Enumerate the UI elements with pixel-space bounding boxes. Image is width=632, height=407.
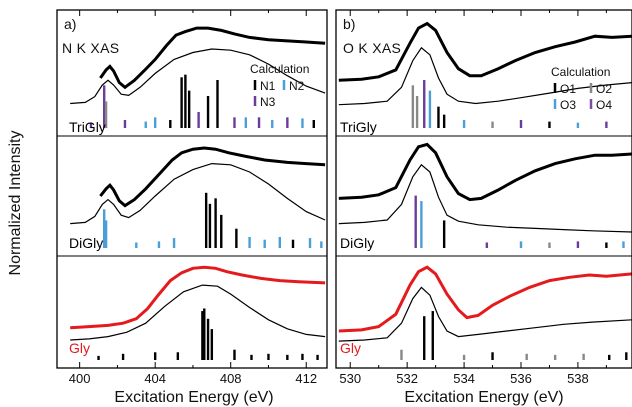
panel-a: TriGly DiGly Gly 400 404 408 412 a) N K XAS Ex… bbox=[56, 9, 328, 406]
x-tick-label: 538 bbox=[567, 371, 589, 386]
panel-b-legend-title: Calculation bbox=[551, 65, 610, 79]
legend-label-o1: O1 bbox=[560, 82, 576, 96]
row-label-gly: Gly bbox=[69, 340, 90, 356]
panel-a-plot-area: TriGly DiGly Gly 400 404 408 412 bbox=[56, 9, 328, 386]
panel-b-title: O K XAS bbox=[343, 40, 401, 56]
panel-b-frame bbox=[335, 9, 632, 369]
calc-curve bbox=[70, 284, 326, 341]
row-label-gly: Gly bbox=[340, 340, 361, 356]
legend-label-o2: O2 bbox=[596, 82, 612, 96]
x-tick-label: 408 bbox=[220, 371, 242, 386]
exp-curve bbox=[70, 265, 326, 330]
calc-curve bbox=[338, 163, 632, 233]
panel-a-traces bbox=[70, 26, 326, 360]
panel-a-frame bbox=[56, 9, 328, 369]
panel-a-letter: a) bbox=[64, 16, 76, 32]
legend-label-n2: N2 bbox=[289, 79, 305, 93]
exp-curve bbox=[99, 26, 326, 90]
panel-b-legend: Calculation O1 O2 O3 O4 bbox=[551, 65, 612, 112]
legend-label-n3: N3 bbox=[260, 95, 276, 109]
y-axis-label: Normalized Intensity bbox=[7, 131, 24, 276]
panel-a-legend: Calculation N1 N2 N3 bbox=[250, 62, 309, 109]
panel-b-traces bbox=[338, 21, 632, 360]
x-tick-label: 412 bbox=[295, 371, 317, 386]
x-tick-label: 400 bbox=[69, 371, 91, 386]
row-label-trigly: TriGly bbox=[69, 119, 106, 135]
calc-curve bbox=[70, 162, 326, 225]
panel-b: TriGly DiGly Gly 530 532 534 536 538 b) O K XAS… bbox=[335, 9, 632, 406]
legend-label-o3: O3 bbox=[560, 98, 576, 112]
exp-curve bbox=[99, 146, 326, 208]
legend-label-o4: O4 bbox=[596, 98, 612, 112]
panel-a-xlabel: Excitation Energy (eV) bbox=[114, 389, 273, 406]
row-label-digly: DiGly bbox=[340, 235, 374, 251]
panel-b-letter: b) bbox=[343, 16, 355, 32]
x-tick-label: 536 bbox=[510, 371, 532, 386]
x-tick-label: 532 bbox=[396, 371, 418, 386]
row-label-trigly: TriGly bbox=[340, 119, 377, 135]
legend-label-n1: N1 bbox=[260, 79, 276, 93]
exp-curve bbox=[338, 265, 632, 333]
calc-curve bbox=[338, 286, 632, 342]
exp-curve bbox=[338, 21, 632, 82]
panel-a-legend-title: Calculation bbox=[250, 62, 309, 76]
row-label-digly: DiGly bbox=[69, 235, 103, 251]
panel-a-title: N K XAS bbox=[62, 40, 119, 56]
x-tick-label: 530 bbox=[339, 371, 361, 386]
panel-b-xlabel: Excitation Energy (eV) bbox=[404, 389, 563, 406]
x-tick-label: 404 bbox=[144, 371, 166, 386]
exp-curve bbox=[338, 142, 632, 202]
calc-curve bbox=[70, 48, 326, 105]
x-tick-label: 534 bbox=[453, 371, 475, 386]
panel-b-plot-area: TriGly DiGly Gly 530 532 534 536 538 bbox=[335, 9, 632, 386]
calc-curve bbox=[338, 46, 632, 106]
